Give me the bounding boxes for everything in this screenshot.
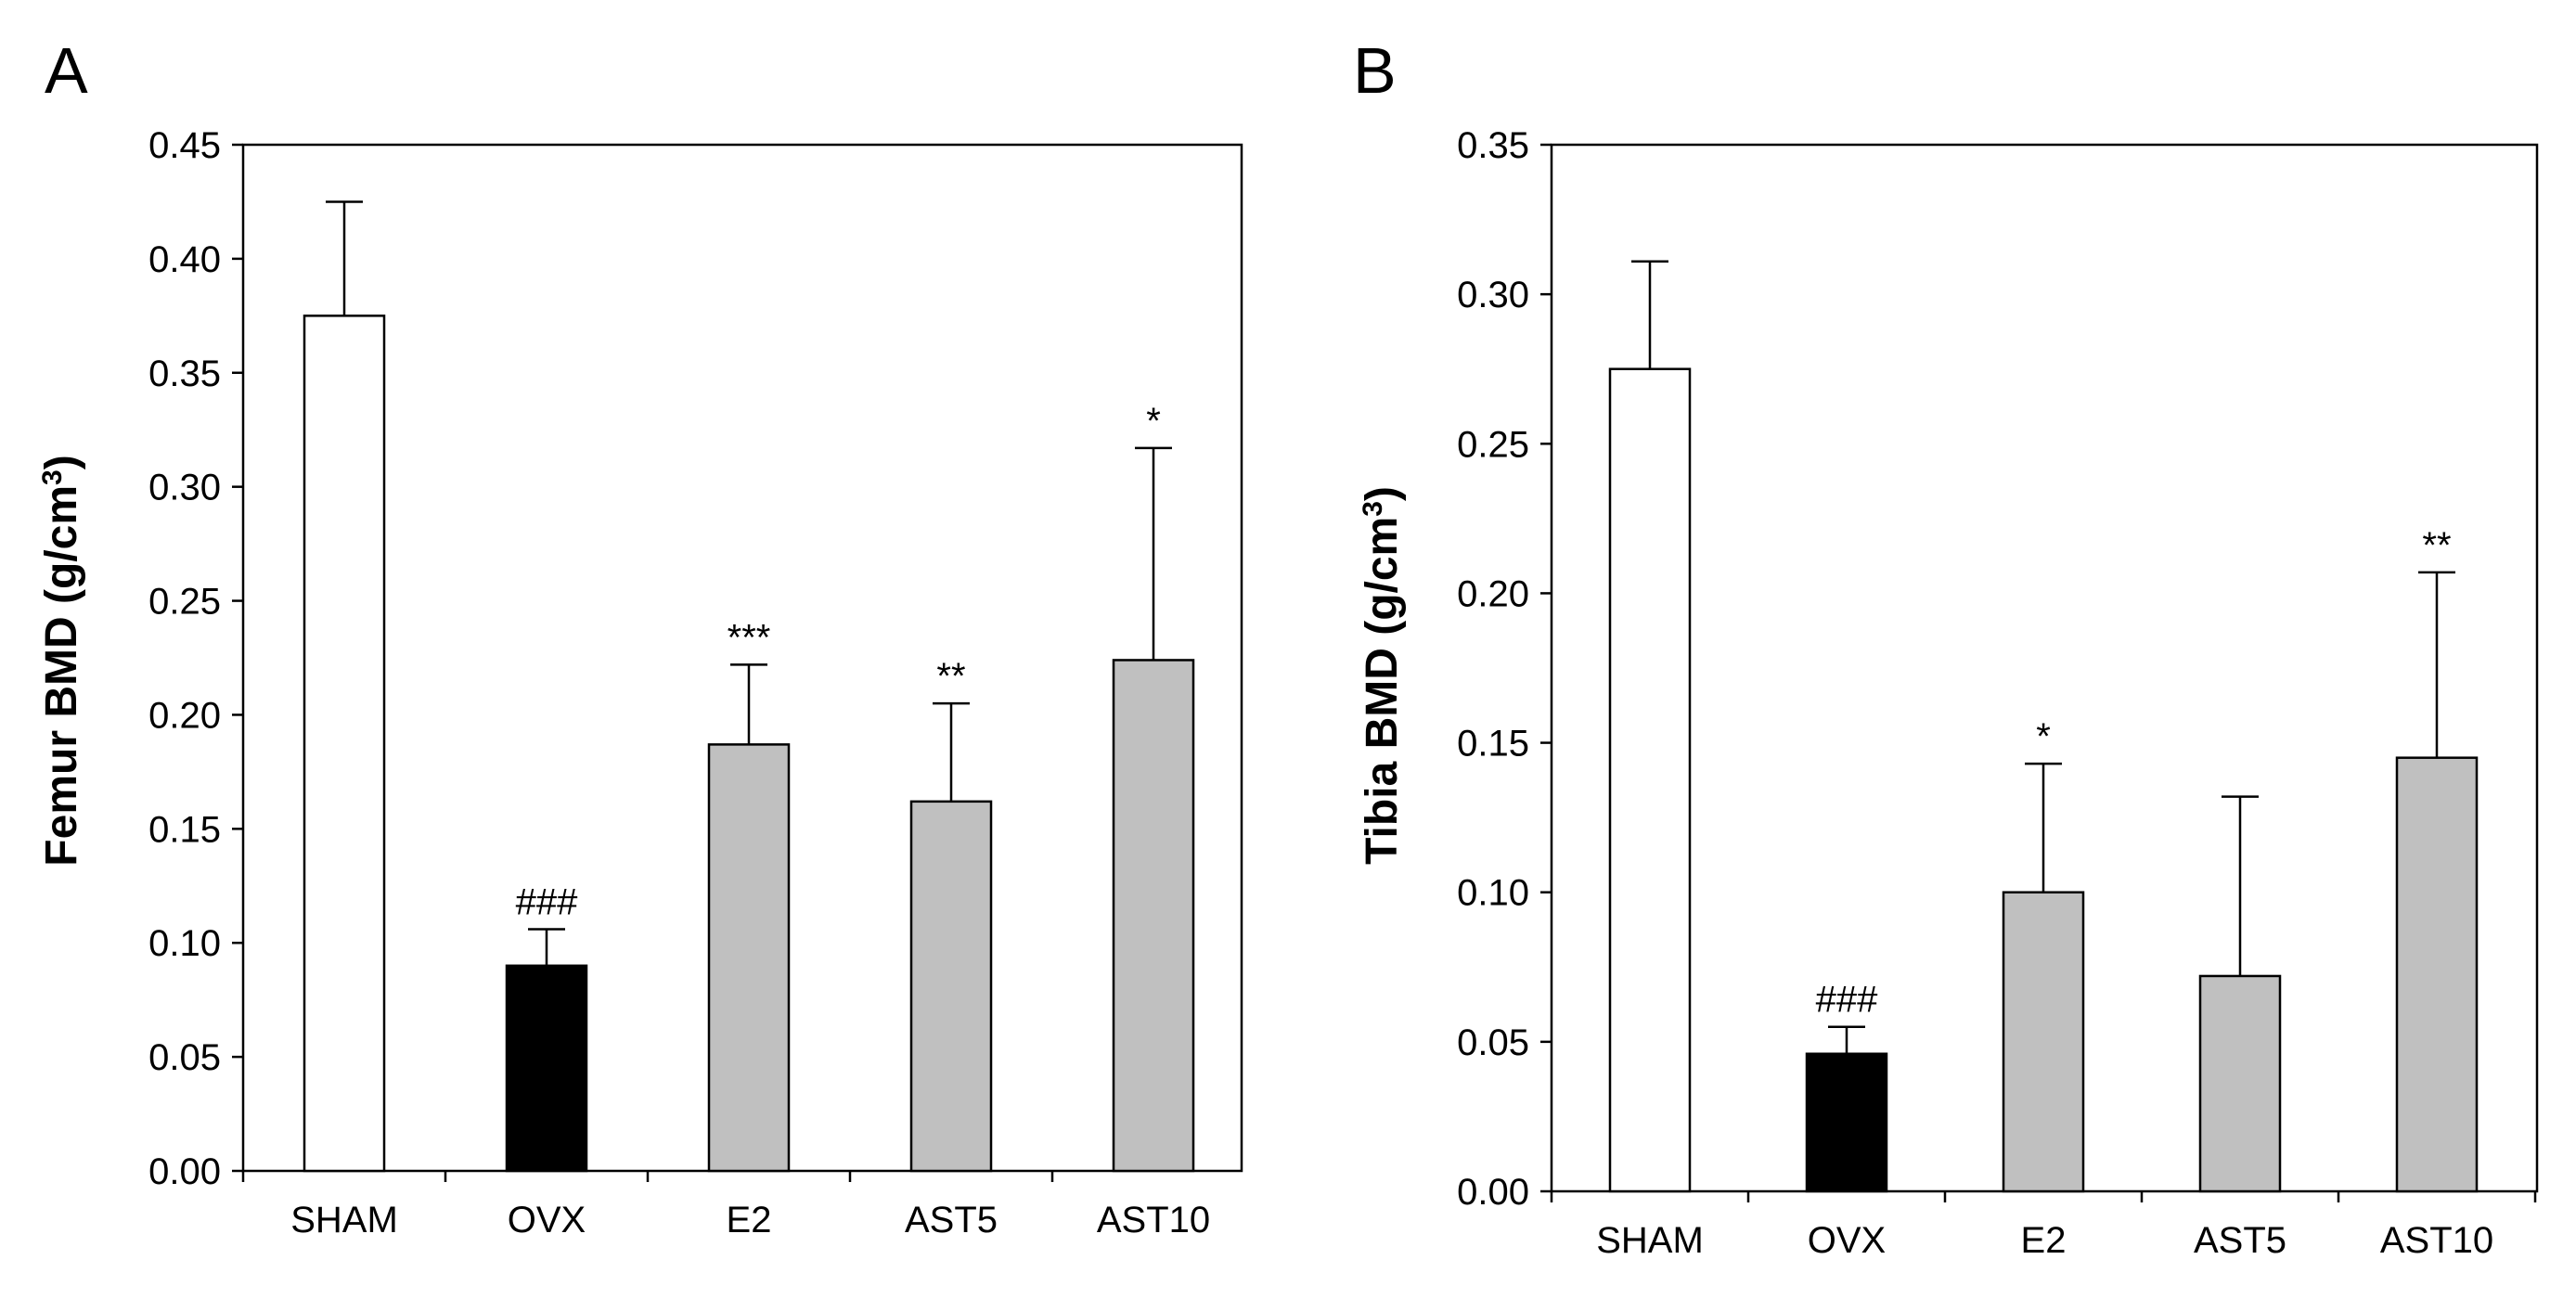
x-tick-label-b-e2: E2 <box>2021 1220 2067 1261</box>
y-tick-label-a-3: 0.15 <box>148 809 221 850</box>
x-tick-label-b-ovx: OVX <box>1808 1220 1886 1261</box>
y-axis-label-a-end: ) <box>37 455 86 469</box>
bar-b-ovx <box>1805 1052 1888 1193</box>
bar-a-sham <box>303 315 386 1173</box>
y-axis-label-a: Femur BMD (g/cm3) <box>37 455 87 866</box>
bar-b-e2 <box>2002 891 2085 1193</box>
x-tick-label-b-ast10: AST10 <box>2380 1220 2493 1261</box>
y-tick-label-a-9: 0.45 <box>148 125 221 166</box>
y-tick-label-b-6: 0.30 <box>1457 275 1529 315</box>
bar-b-ast10 <box>2395 756 2479 1193</box>
y-tick-label-b-7: 0.35 <box>1457 125 1529 166</box>
x-tick-label-a-ast5: AST5 <box>905 1200 998 1240</box>
y-tick-label-b-5: 0.25 <box>1457 424 1529 465</box>
y-tick-label-b-0: 0.00 <box>1457 1172 1529 1213</box>
significance-label-a-e2: *** <box>728 617 771 658</box>
x-tick-label-b-ast5: AST5 <box>2194 1220 2286 1261</box>
y-tick-label-a-4: 0.20 <box>148 695 221 736</box>
x-tick-label-a-ast10: AST10 <box>1097 1200 1210 1240</box>
x-tick-label-a-e2: E2 <box>727 1200 772 1240</box>
x-tick-label-b-sham: SHAM <box>1596 1220 1704 1261</box>
y-tick-label-a-2: 0.10 <box>148 923 221 964</box>
bar-a-e2 <box>707 743 791 1173</box>
y-tick-label-a-6: 0.30 <box>148 468 221 508</box>
y-tick-label-b-1: 0.05 <box>1457 1022 1529 1063</box>
y-tick-label-b-4: 0.20 <box>1457 573 1529 614</box>
significance-label-a-ast10: * <box>1146 401 1161 442</box>
bar-a-ast5 <box>909 800 993 1173</box>
panel-b: B Tibia BMD (g/cm3) 0.00 0.05 0.10 0.15 0.20… <box>1353 34 2539 1261</box>
y-tick-label-a-1: 0.05 <box>148 1037 221 1078</box>
y-axis-label-a-text: Femur BMD (g/cm <box>37 485 86 867</box>
y-axis-label-b-text: Tibia BMD (g/cm <box>1358 517 1407 865</box>
y-axis-label-b-sup: 3 <box>1358 501 1388 517</box>
significance-label-b-e2: * <box>2036 716 2051 757</box>
y-tick-label-a-7: 0.35 <box>148 353 221 394</box>
significance-label-b-ovx: ### <box>1816 980 1878 1021</box>
y-axis-label-b: Tibia BMD (g/cm3) <box>1358 486 1408 865</box>
significance-label-b-ast10: ** <box>2422 525 2451 566</box>
y-tick-label-b-2: 0.10 <box>1457 873 1529 914</box>
panel-letter-b: B <box>1353 34 1397 107</box>
panel-letter-a: A <box>45 34 88 107</box>
y-tick-label-a-5: 0.25 <box>148 582 221 623</box>
y-axis-label-a-sup: 3 <box>37 469 68 485</box>
y-axis-label-b-end: ) <box>1358 486 1407 501</box>
y-tick-label-a-0: 0.00 <box>148 1151 221 1192</box>
panel-a: A Femur BMD (g/cm3) 0.00 0.05 0.10 0.15 0.20… <box>37 34 1243 1240</box>
significance-label-a-ovx: ### <box>516 881 578 922</box>
x-tick-label-a-ovx: OVX <box>508 1200 586 1240</box>
x-tick-label-a-sham: SHAM <box>290 1200 398 1240</box>
bar-a-ast10 <box>1112 659 1195 1173</box>
bar-b-sham <box>1608 367 1692 1193</box>
bar-a-ovx <box>505 964 588 1173</box>
significance-label-a-ast5: ** <box>936 656 965 697</box>
bar-b-ast5 <box>2198 974 2282 1193</box>
y-tick-label-b-3: 0.15 <box>1457 724 1529 765</box>
y-tick-label-a-8: 0.40 <box>148 239 221 280</box>
